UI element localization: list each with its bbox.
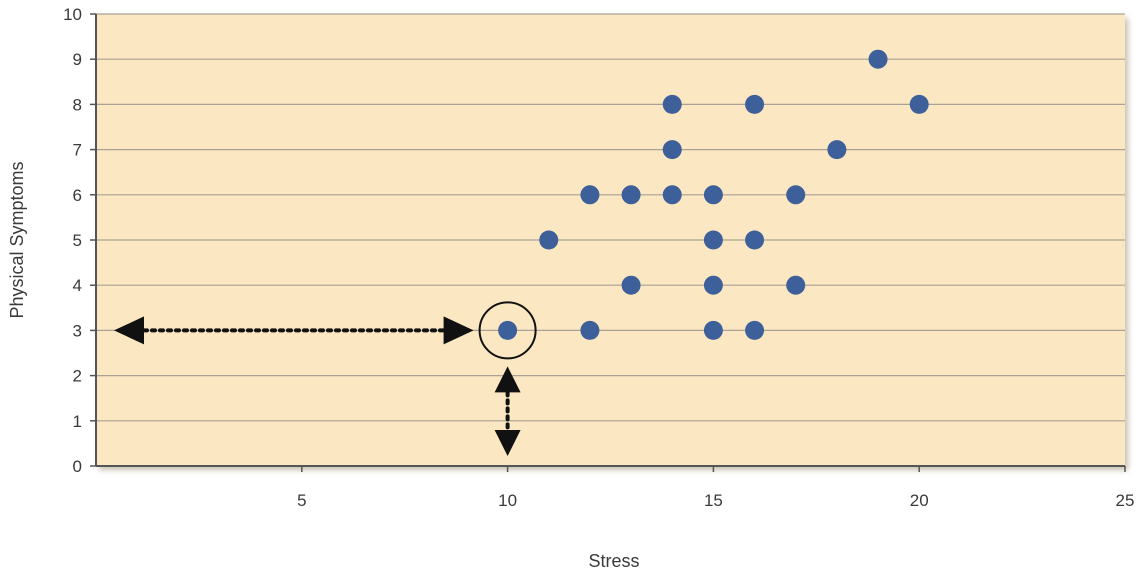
data-point [662, 140, 682, 160]
data-point [662, 94, 682, 114]
x-tick-label: 20 [910, 491, 929, 510]
x-tick-label: 5 [297, 491, 306, 510]
y-tick-label: 1 [73, 412, 82, 431]
y-tick-label: 5 [73, 231, 82, 250]
data-point [580, 185, 600, 205]
data-point [539, 230, 559, 250]
data-point [827, 140, 847, 160]
data-point [786, 275, 806, 295]
highlight-circle [478, 301, 537, 360]
y-tick-label: 7 [73, 141, 82, 160]
data-point [621, 185, 641, 205]
y-axis-title: Physical Symptoms [7, 161, 27, 318]
data-point [703, 230, 723, 250]
data-point [662, 185, 682, 205]
data-point [580, 320, 600, 340]
x-axis-title: Stress [588, 551, 639, 571]
data-point [909, 94, 929, 114]
data-point [621, 275, 641, 295]
data-point [745, 94, 765, 114]
y-tick-label: 4 [73, 276, 82, 295]
x-tick-label: 25 [1116, 491, 1135, 510]
data-point [745, 230, 765, 250]
data-point [703, 320, 723, 340]
arrowhead-left [114, 316, 144, 345]
y-tick-label: 8 [73, 95, 82, 114]
data-point [786, 185, 806, 205]
y-tick-label: 9 [73, 50, 82, 69]
data-point [868, 49, 888, 69]
arrowhead-up [494, 366, 521, 393]
y-tick-label: 6 [73, 186, 82, 205]
x-tick-label: 15 [704, 491, 723, 510]
data-point [498, 320, 518, 340]
arrowhead-right [443, 316, 474, 345]
data-point [703, 275, 723, 295]
y-tick-label: 0 [73, 457, 82, 476]
data-point [703, 185, 723, 205]
x-tick-label: 10 [498, 491, 517, 510]
y-tick-label: 3 [73, 321, 82, 340]
arrowhead-down [494, 430, 521, 456]
y-tick-label: 10 [63, 5, 82, 24]
y-tick-label: 2 [73, 367, 82, 386]
data-point [745, 320, 765, 340]
